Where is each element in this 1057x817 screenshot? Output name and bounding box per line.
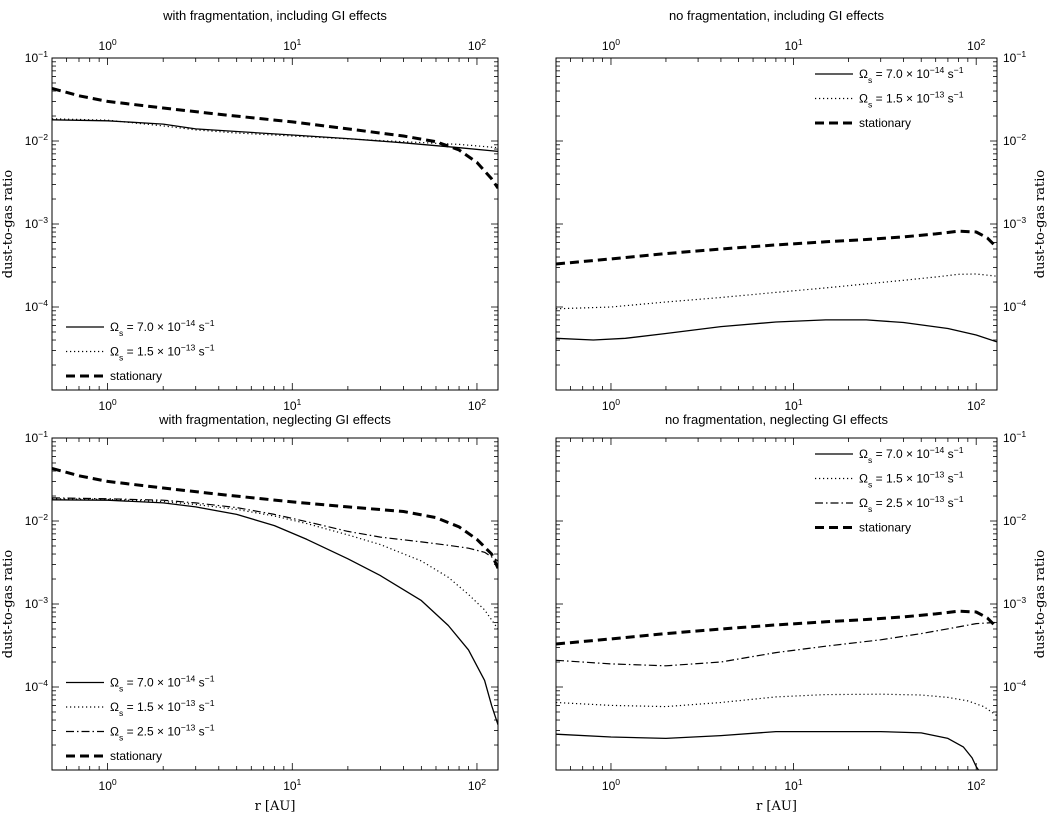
series-line-solid xyxy=(556,730,980,770)
panel-2: 100 101 102 100 101 102 10−4 10−3 10−2 10−1 no fra… xyxy=(555,8,1048,413)
x-tick-label-top: 101 xyxy=(283,37,301,53)
x-tick-label-top: 102 xyxy=(967,37,985,53)
panel-title: with fragmentation, including GI effects xyxy=(162,8,387,23)
panel-4: 100 101 102 10−4 10−3 10−2 10−1 no fragmentatio… xyxy=(555,412,1048,814)
panel-3: 100 101 102 10−4 10−3 10−2 10−1 with fragmentat… xyxy=(1,412,499,814)
plot-frame xyxy=(51,437,499,771)
x-tick-label: 102 xyxy=(468,397,486,413)
series-line-dotted xyxy=(556,693,997,717)
series-line-dashed xyxy=(52,86,498,190)
legend-label: Ωs = 2.5 × 10−13 s−1 xyxy=(110,723,215,743)
x-tick-label: 100 xyxy=(602,777,620,793)
y-tick-label: 10−3 xyxy=(25,595,48,611)
series-line-dashed xyxy=(556,229,997,266)
x-tick-label: 100 xyxy=(99,777,117,793)
legend-label: Ωs = 1.5 × 10−13 s−1 xyxy=(110,698,215,718)
x-axis-label: r [AU] xyxy=(756,799,797,814)
y-tick-label: 10−1 xyxy=(1003,429,1026,445)
y-tick-label: 10−2 xyxy=(25,512,48,528)
x-tick-label: 101 xyxy=(283,777,301,793)
legend-label: Ωs = 7.0 × 10−14 s−1 xyxy=(110,674,215,694)
panel-1: 100 101 102 100 101 102 10−4 10−3 10−2 10−1 with f… xyxy=(1,8,499,413)
series-line-solid xyxy=(556,319,997,343)
y-tick-label: 10−4 xyxy=(25,678,48,694)
y-tick-label: 10−2 xyxy=(1003,512,1026,528)
legend-label: Ωs = 7.0 × 10−14 s−1 xyxy=(859,445,964,465)
series-line-dashdot xyxy=(52,497,498,562)
x-tick-label: 102 xyxy=(967,397,985,413)
series-line-solid xyxy=(52,119,498,153)
x-tick-label-top: 100 xyxy=(602,37,620,53)
legend-label: stationary xyxy=(110,369,162,383)
panel-title: with fragmentation, neglecting GI effect… xyxy=(158,412,391,427)
series-line-dashed xyxy=(556,609,997,646)
x-tick-label-top: 100 xyxy=(99,37,117,53)
y-tick-label: 10−3 xyxy=(25,215,48,231)
series-line-solid xyxy=(52,499,498,726)
x-tick-label: 101 xyxy=(785,397,803,413)
series-line-dotted xyxy=(556,273,997,310)
legend-label: Ωs = 1.5 × 10−13 s−1 xyxy=(859,470,964,490)
legend-label: Ωs = 1.5 × 10−13 s−1 xyxy=(110,343,215,363)
x-tick-label-top: 102 xyxy=(468,37,486,53)
legend: Ωs = 7.0 × 10−14 s−1 Ωs = 1.5 × 10−13 s−1… xyxy=(66,674,215,763)
x-tick-label-top: 101 xyxy=(785,37,803,53)
y-axis-label: dust-to-gas ratio xyxy=(1,550,16,659)
y-axis-label: dust-to-gas ratio xyxy=(1033,550,1048,659)
x-tick-label: 101 xyxy=(283,397,301,413)
panel-title: no fragmentation, including GI effects xyxy=(669,8,885,23)
series-line-dashdot xyxy=(556,621,997,667)
legend-label: Ωs = 2.5 × 10−13 s−1 xyxy=(859,494,964,514)
plot-frame xyxy=(51,57,499,391)
y-tick-label: 10−2 xyxy=(25,132,48,148)
x-axis-label: r [AU] xyxy=(255,799,296,814)
legend-label: stationary xyxy=(859,521,911,535)
series-line-dotted xyxy=(52,118,498,149)
y-tick-label: 10−4 xyxy=(1003,298,1026,314)
x-tick-label: 102 xyxy=(967,777,985,793)
legend: Ωs = 7.0 × 10−14 s−1 Ωs = 1.5 × 10−13 s−1… xyxy=(815,65,964,130)
series-line-dashed xyxy=(52,466,498,569)
y-tick-label: 10−3 xyxy=(1003,595,1026,611)
x-tick-label: 102 xyxy=(468,777,486,793)
legend-label: Ωs = 7.0 × 10−14 s−1 xyxy=(859,65,964,85)
legend-label: stationary xyxy=(110,749,162,763)
legend-label: Ωs = 1.5 × 10−13 s−1 xyxy=(859,90,964,110)
y-tick-label: 10−1 xyxy=(1003,49,1026,65)
y-tick-label: 10−4 xyxy=(25,298,48,314)
legend-label: Ωs = 7.0 × 10−14 s−1 xyxy=(110,318,215,338)
series-line-dotted xyxy=(52,498,498,630)
y-axis-label: dust-to-gas ratio xyxy=(1,170,16,279)
x-tick-label: 100 xyxy=(99,397,117,413)
y-tick-label: 10−1 xyxy=(25,429,48,445)
plot-frame xyxy=(555,437,998,771)
legend-label: stationary xyxy=(859,116,911,130)
legend: Ωs = 7.0 × 10−14 s−1 Ωs = 1.5 × 10−13 s−1… xyxy=(815,445,964,535)
y-tick-label: 10−3 xyxy=(1003,215,1026,231)
y-axis-label: dust-to-gas ratio xyxy=(1033,170,1048,279)
x-tick-label: 100 xyxy=(602,397,620,413)
legend: Ωs = 7.0 × 10−14 s−1 Ωs = 1.5 × 10−13 s−1… xyxy=(66,318,215,383)
plot-frame xyxy=(555,57,998,391)
y-tick-label: 10−1 xyxy=(25,49,48,65)
y-tick-label: 10−4 xyxy=(1003,678,1026,694)
x-tick-label: 101 xyxy=(785,777,803,793)
panel-title: no fragmentation, neglecting GI effects xyxy=(665,412,889,427)
y-tick-label: 10−2 xyxy=(1003,132,1026,148)
